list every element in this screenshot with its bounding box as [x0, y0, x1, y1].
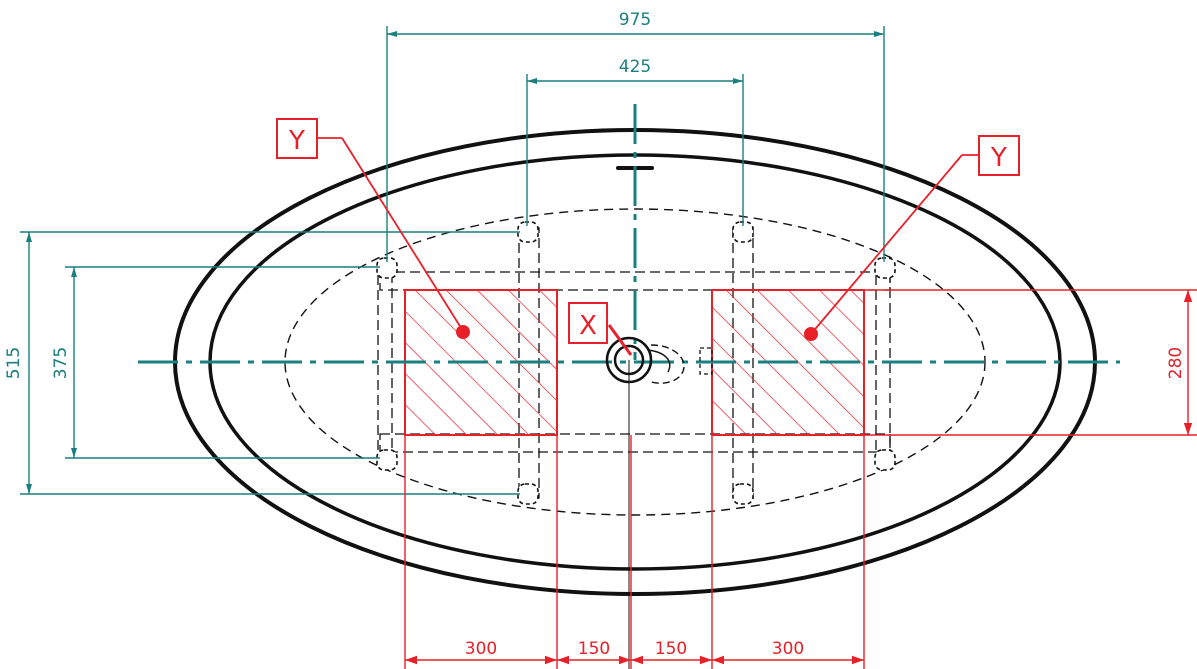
foot: [874, 257, 896, 279]
callout-label-drain: X: [579, 311, 597, 341]
red-dimensions: [404, 289, 1197, 669]
callout-box-drain: [568, 302, 608, 344]
foot: [732, 483, 754, 505]
dim-right-gap: 150: [655, 639, 687, 659]
centerlines: [138, 104, 1120, 364]
dim-overall-width: 975: [619, 10, 651, 30]
callouts: Y Y X: [276, 118, 1020, 356]
support-zone-right-marker: [804, 327, 818, 341]
dim-inner-depth: 375: [51, 347, 71, 379]
drain: [605, 336, 713, 669]
dim-overall-depth: 515: [4, 347, 24, 379]
callout-label-right: Y: [990, 143, 1007, 173]
support-zone-left-marker: [456, 325, 470, 339]
callout-box-left: [276, 118, 318, 159]
callout-box-right: [978, 135, 1020, 176]
foot: [517, 221, 539, 243]
foot: [517, 483, 539, 505]
basin-floor: [284, 208, 986, 516]
dim-inner-width: 425: [619, 57, 651, 77]
foot: [376, 449, 398, 471]
teal-dimensions: [20, 26, 885, 495]
dim-right-support-width: 300: [772, 639, 804, 659]
foot: [874, 449, 896, 471]
dim-left-gap: 150: [578, 639, 610, 659]
callout-label-left: Y: [288, 126, 305, 156]
dim-left-support-width: 300: [465, 639, 497, 659]
dim-support-depth: 280: [1166, 347, 1186, 379]
